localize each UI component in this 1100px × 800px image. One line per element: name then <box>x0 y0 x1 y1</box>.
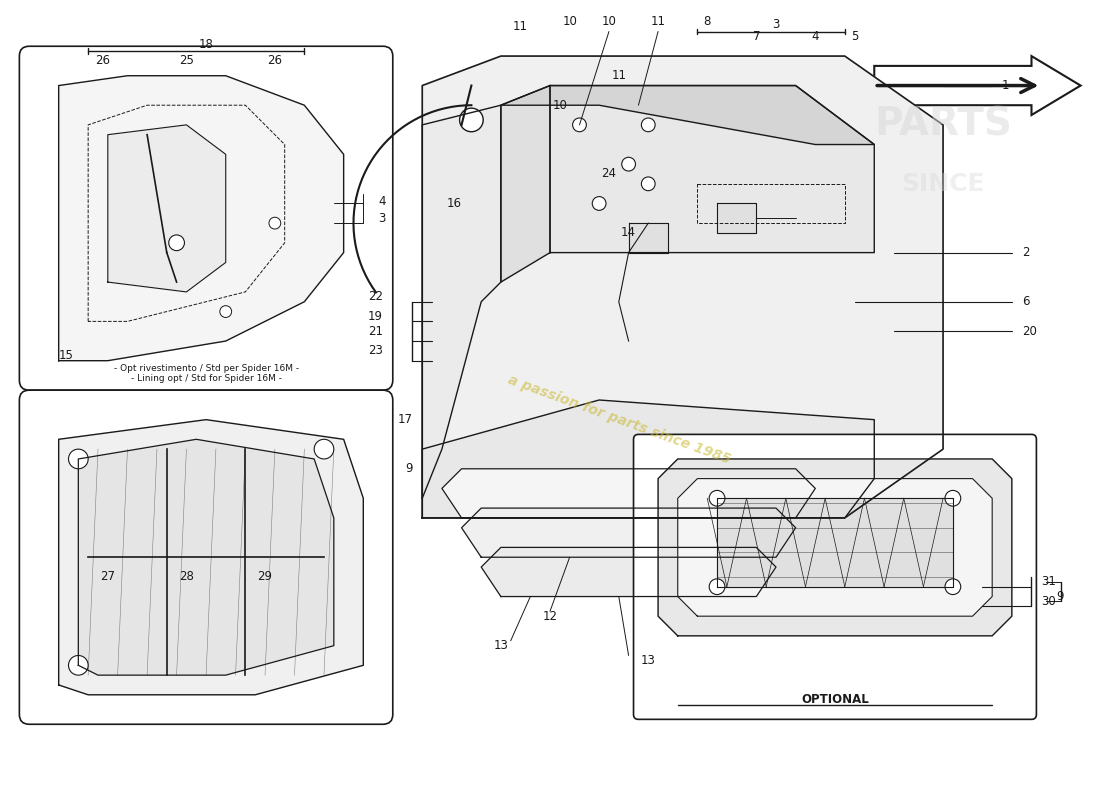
Text: 27: 27 <box>100 570 116 583</box>
Text: 18: 18 <box>199 38 213 50</box>
Text: 30: 30 <box>1042 595 1056 608</box>
Text: 13: 13 <box>641 654 656 667</box>
Text: 25: 25 <box>179 54 194 67</box>
Polygon shape <box>628 223 668 253</box>
Polygon shape <box>717 498 953 586</box>
Text: 28: 28 <box>179 570 194 583</box>
Text: 15: 15 <box>58 350 74 362</box>
Text: 3: 3 <box>378 212 385 225</box>
Text: 23: 23 <box>368 344 383 358</box>
Circle shape <box>68 655 88 675</box>
Text: 5: 5 <box>851 30 858 43</box>
Polygon shape <box>78 439 333 675</box>
Polygon shape <box>422 56 943 518</box>
Polygon shape <box>550 86 874 253</box>
Circle shape <box>945 490 960 506</box>
Circle shape <box>621 158 636 171</box>
Text: - Lining opt / Std for Spider 16M -: - Lining opt / Std for Spider 16M - <box>131 374 282 383</box>
FancyBboxPatch shape <box>20 390 393 724</box>
Polygon shape <box>500 86 550 282</box>
Polygon shape <box>678 478 992 616</box>
Text: 31: 31 <box>1042 575 1056 588</box>
Circle shape <box>592 197 606 210</box>
Polygon shape <box>58 76 343 361</box>
Text: 6: 6 <box>1022 295 1030 308</box>
Text: 26: 26 <box>96 54 110 67</box>
Text: 1: 1 <box>1002 79 1010 92</box>
Circle shape <box>641 177 656 190</box>
Circle shape <box>220 306 232 318</box>
Text: 22: 22 <box>368 290 383 303</box>
Circle shape <box>573 118 586 132</box>
Circle shape <box>710 490 725 506</box>
Polygon shape <box>108 125 226 292</box>
Text: SINCE: SINCE <box>901 172 984 196</box>
Polygon shape <box>462 508 795 558</box>
Text: a passion for parts since 1985: a passion for parts since 1985 <box>506 373 733 466</box>
Text: 29: 29 <box>257 570 273 583</box>
Text: 17: 17 <box>397 413 412 426</box>
Polygon shape <box>58 420 363 694</box>
Text: PARTS: PARTS <box>874 106 1012 144</box>
Polygon shape <box>500 86 874 145</box>
Text: 20: 20 <box>1022 325 1036 338</box>
Polygon shape <box>481 547 776 597</box>
Text: 12: 12 <box>542 610 558 622</box>
Text: - Opt rivestimento / Std per Spider 16M -: - Opt rivestimento / Std per Spider 16M … <box>113 364 298 373</box>
Text: 19: 19 <box>368 310 383 323</box>
Text: 2: 2 <box>1022 246 1030 259</box>
Text: 10: 10 <box>562 15 578 28</box>
Text: 7: 7 <box>752 30 760 43</box>
Circle shape <box>945 579 960 594</box>
Text: 16: 16 <box>447 197 462 210</box>
FancyBboxPatch shape <box>634 434 1036 719</box>
Polygon shape <box>658 459 1012 636</box>
Circle shape <box>168 235 185 250</box>
Text: 3: 3 <box>772 18 780 31</box>
Text: 24: 24 <box>602 167 616 181</box>
Polygon shape <box>442 469 815 518</box>
Text: 4: 4 <box>812 30 820 43</box>
Polygon shape <box>422 400 874 518</box>
Text: 9: 9 <box>405 462 412 475</box>
Text: 26: 26 <box>267 54 283 67</box>
Circle shape <box>315 439 333 459</box>
Text: 11: 11 <box>513 20 528 33</box>
FancyBboxPatch shape <box>20 46 393 390</box>
Circle shape <box>460 108 483 132</box>
Text: 4: 4 <box>378 195 385 208</box>
Circle shape <box>270 218 280 229</box>
Circle shape <box>68 449 88 469</box>
Text: 21: 21 <box>368 325 383 338</box>
Text: 14: 14 <box>621 226 636 239</box>
Text: 10: 10 <box>552 98 568 112</box>
Text: 11: 11 <box>612 70 626 82</box>
Text: 9: 9 <box>1056 590 1064 603</box>
Polygon shape <box>422 106 501 498</box>
FancyArrow shape <box>874 56 1080 115</box>
Text: 11: 11 <box>650 15 666 28</box>
Text: 13: 13 <box>494 639 508 652</box>
Text: 8: 8 <box>704 15 711 28</box>
Text: OPTIONAL: OPTIONAL <box>801 694 869 706</box>
Circle shape <box>710 579 725 594</box>
Circle shape <box>641 118 656 132</box>
Text: 10: 10 <box>602 15 616 28</box>
Polygon shape <box>717 203 757 233</box>
